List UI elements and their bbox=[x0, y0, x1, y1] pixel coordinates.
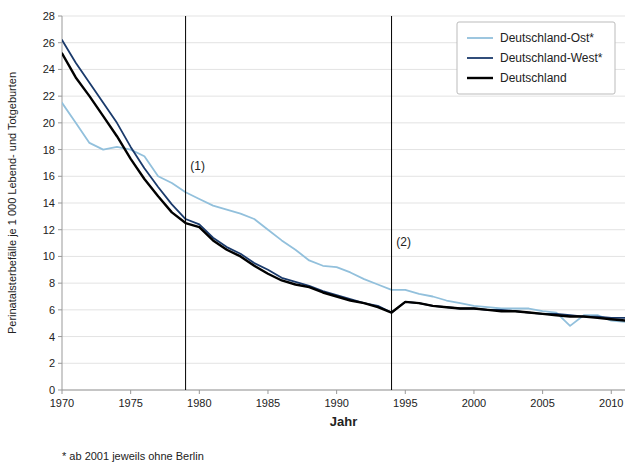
y-tick bbox=[58, 336, 62, 337]
y-tick bbox=[58, 390, 62, 391]
y-tick bbox=[58, 42, 62, 43]
x-axis-label: Jahr bbox=[330, 414, 357, 429]
y-tick bbox=[58, 176, 62, 177]
x-tick-label: 1985 bbox=[256, 397, 280, 409]
x-tick-label: 2010 bbox=[599, 397, 623, 409]
legend: Deutschland-Ost* Deutschland-West* Deutsch… bbox=[457, 22, 615, 94]
y-tick bbox=[58, 229, 62, 230]
chart: 0246810121416182022242628197019751980198… bbox=[0, 0, 641, 472]
y-tick-label: 2 bbox=[49, 357, 55, 369]
grid-line bbox=[62, 336, 625, 337]
legend-entry: Deutschland-West* bbox=[500, 51, 603, 65]
grid-line bbox=[62, 390, 625, 391]
y-tick-label: 18 bbox=[43, 144, 55, 156]
legend-swatch bbox=[467, 57, 493, 59]
y-tick-label: 0 bbox=[49, 384, 55, 396]
x-tick-label: 1990 bbox=[324, 397, 348, 409]
y-tick bbox=[58, 96, 62, 97]
grid-line bbox=[62, 203, 625, 204]
x-tick-label: 2005 bbox=[530, 397, 554, 409]
footnote: * ab 2001 jeweils ohne Berlin bbox=[62, 450, 204, 462]
x-tick bbox=[336, 390, 337, 394]
y-tick bbox=[58, 149, 62, 150]
grid-line bbox=[62, 149, 625, 150]
y-tick bbox=[58, 16, 62, 17]
x-tick-label: 1970 bbox=[50, 397, 74, 409]
x-tick bbox=[473, 390, 474, 394]
y-tick bbox=[58, 309, 62, 310]
y-tick bbox=[58, 122, 62, 123]
y-tick-label: 4 bbox=[49, 331, 55, 343]
y-tick-label: 16 bbox=[43, 170, 55, 182]
y-tick-label: 10 bbox=[43, 250, 55, 262]
line bbox=[62, 103, 625, 326]
legend-swatch bbox=[467, 37, 493, 39]
y-tick-label: 14 bbox=[43, 197, 55, 209]
y-tick bbox=[58, 69, 62, 70]
x-tick bbox=[199, 390, 200, 394]
reference-line bbox=[391, 16, 392, 390]
legend-box bbox=[457, 22, 615, 94]
y-tick-label: 22 bbox=[43, 90, 55, 102]
annotation: (2) bbox=[396, 235, 411, 249]
legend-entry: Deutschland bbox=[500, 71, 567, 85]
reference-line bbox=[185, 16, 186, 390]
x-tick bbox=[611, 390, 612, 394]
y-tick-label: 26 bbox=[43, 37, 55, 49]
y-axis-label: Perinatalsterbefälle je 1 000 Lebend- un… bbox=[6, 72, 18, 334]
x-tick-label: 1995 bbox=[393, 397, 417, 409]
grid-line bbox=[62, 256, 625, 257]
x-axis bbox=[62, 390, 625, 391]
y-tick-label: 12 bbox=[43, 224, 55, 236]
y-tick bbox=[58, 203, 62, 204]
grid-line bbox=[62, 176, 625, 177]
y-tick-label: 24 bbox=[43, 63, 55, 75]
plot-area bbox=[62, 16, 625, 390]
grid-line bbox=[62, 16, 625, 17]
grid-line bbox=[62, 363, 625, 364]
y-tick bbox=[58, 363, 62, 364]
grid-line bbox=[62, 122, 625, 123]
annotation: (1) bbox=[190, 159, 205, 173]
y-tick-label: 6 bbox=[49, 304, 55, 316]
x-tick-label: 1980 bbox=[187, 397, 211, 409]
x-tick-label: 2000 bbox=[462, 397, 486, 409]
y-tick-label: 28 bbox=[43, 10, 55, 22]
grid-line bbox=[62, 283, 625, 284]
x-tick bbox=[62, 390, 63, 394]
x-tick bbox=[267, 390, 268, 394]
legend-swatch bbox=[467, 77, 493, 79]
grid-line bbox=[62, 96, 625, 97]
x-tick-label: 1975 bbox=[118, 397, 142, 409]
y-axis bbox=[62, 16, 63, 390]
grid-line bbox=[62, 229, 625, 230]
y-tick bbox=[58, 283, 62, 284]
x-tick bbox=[542, 390, 543, 394]
x-tick bbox=[405, 390, 406, 394]
y-tick-label: 8 bbox=[49, 277, 55, 289]
grid bbox=[62, 16, 625, 390]
y-tick bbox=[58, 256, 62, 257]
x-tick bbox=[130, 390, 131, 394]
y-tick-label: 20 bbox=[43, 117, 55, 129]
legend-entry: Deutschland-Ost* bbox=[500, 31, 594, 45]
line bbox=[62, 40, 625, 318]
